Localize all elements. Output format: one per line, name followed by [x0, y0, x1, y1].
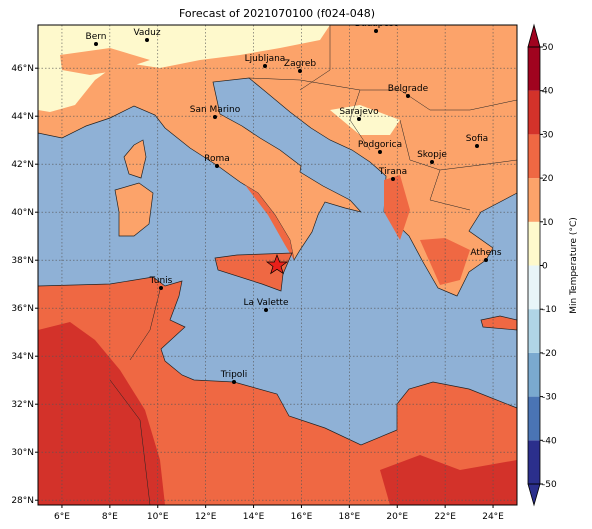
y-tick-label: 32°N	[11, 400, 34, 410]
y-tick-label: 28°N	[11, 496, 34, 506]
y-tick-label: 42°N	[11, 160, 34, 170]
city-label: Roma	[204, 154, 230, 164]
map-frame	[37, 24, 518, 506]
colorbar-tick-label: -10	[542, 305, 557, 315]
city-dot	[374, 29, 378, 33]
city-dot	[94, 42, 98, 46]
colorbar-label: Min Temperature (°C)	[569, 217, 579, 314]
city-label: Belgrade	[388, 84, 429, 94]
title: Forecast of 2021070100 (f024-048)	[179, 7, 375, 20]
city-label: Budapest	[355, 19, 398, 29]
city-dot	[263, 64, 267, 68]
borders	[109, 25, 517, 505]
city-label: Tirana	[378, 167, 407, 177]
x-tick-label: 12°E	[195, 512, 217, 522]
y-tick-label: 36°N	[11, 304, 34, 314]
city-dot	[406, 94, 410, 98]
colorbar-bin	[528, 221, 540, 266]
city-dot	[391, 177, 395, 181]
x-tick-label: 20°E	[386, 512, 408, 522]
y-tick-label: 46°N	[11, 64, 34, 74]
x-tick-label: 10°E	[147, 512, 169, 522]
city-label: Ljubljana	[245, 54, 286, 64]
y-tick-label: 34°N	[11, 352, 34, 362]
city-dot	[378, 150, 382, 154]
colorbar-tick-label: 10	[542, 218, 554, 228]
colorbar-bin	[528, 265, 540, 310]
colorbar-bin	[528, 309, 540, 353]
city-dot	[213, 115, 217, 119]
city-label: Podgorica	[358, 140, 402, 150]
city-dot	[145, 38, 149, 42]
city-dot	[357, 117, 361, 121]
city-label: Bern	[86, 32, 107, 42]
city-label: Sofia	[466, 134, 488, 144]
colorbar-tick-label: 0	[542, 262, 548, 272]
corsica	[123, 139, 147, 179]
location-star	[265, 253, 289, 275]
colorbar-tick-label: -50	[542, 480, 557, 490]
crete	[480, 315, 517, 331]
colorbar-tick-label: 50	[542, 43, 554, 53]
x-tick-label: 14°E	[243, 512, 265, 522]
x-tick-label: 16°E	[291, 512, 313, 522]
city-label: Athens	[470, 248, 501, 258]
city-dot	[298, 69, 302, 73]
alps-band	[38, 25, 330, 112]
sardinia	[114, 182, 154, 237]
colorbar-tick-label: 30	[542, 130, 554, 140]
city-label: San Marino	[190, 105, 241, 115]
colorbar-bin	[528, 134, 540, 179]
colorbar-bin	[528, 440, 540, 484]
city-label: Tunis	[149, 276, 173, 286]
graticule	[38, 25, 517, 505]
colorbar-bin	[528, 352, 540, 397]
colorbar-bin	[528, 396, 540, 441]
colorbar-tick-label: -40	[542, 436, 557, 446]
colorbar-extend-top	[527, 23, 541, 48]
city-label: Skopje	[417, 150, 447, 160]
city-dot	[484, 258, 488, 262]
greece-warm	[420, 238, 470, 285]
city-label: Sarajevo	[339, 107, 379, 117]
colorbar-bin	[528, 178, 540, 222]
balkan-highland	[330, 105, 400, 135]
x-tick-label: 6°E	[54, 512, 70, 522]
x-tick-label: 18°E	[339, 512, 361, 522]
city-label: Vaduz	[133, 28, 160, 38]
y-tick-label: 40°N	[11, 208, 34, 218]
city-dot	[232, 380, 236, 384]
city-label: La Valette	[244, 298, 289, 308]
city-dot	[159, 286, 163, 290]
y-tick-label: 38°N	[11, 256, 34, 266]
y-tick-label: 30°N	[11, 448, 34, 458]
africa-hot	[38, 322, 165, 505]
colorbar-tick-label: -30	[542, 393, 557, 403]
colorbar-tick-label: 20	[542, 174, 554, 184]
colorbar-bin	[528, 90, 540, 135]
city-dot	[215, 164, 219, 168]
city-label: Zagreb	[284, 59, 316, 69]
colorbar: -50 -40 -30 -20 -10 0 10 20 30 40 50 Min Temperatur…	[527, 23, 579, 507]
alps-valley	[60, 48, 150, 75]
colorbar-extend-bottom	[527, 483, 541, 507]
city-label: Tripoli	[220, 370, 248, 380]
libya-hot	[380, 455, 517, 505]
colorbar-tick-label: -20	[542, 349, 557, 359]
x-tick-label: 22°E	[434, 512, 456, 522]
x-tick-label: 8°E	[102, 512, 118, 522]
city-dot	[264, 308, 268, 312]
x-tick-label: 24°E	[482, 512, 504, 522]
colorbar-bin	[528, 47, 540, 91]
city-dot	[430, 160, 434, 164]
y-tick-label: 44°N	[11, 112, 34, 122]
colorbar-tick-label: 40	[542, 87, 554, 97]
city-dot	[475, 144, 479, 148]
